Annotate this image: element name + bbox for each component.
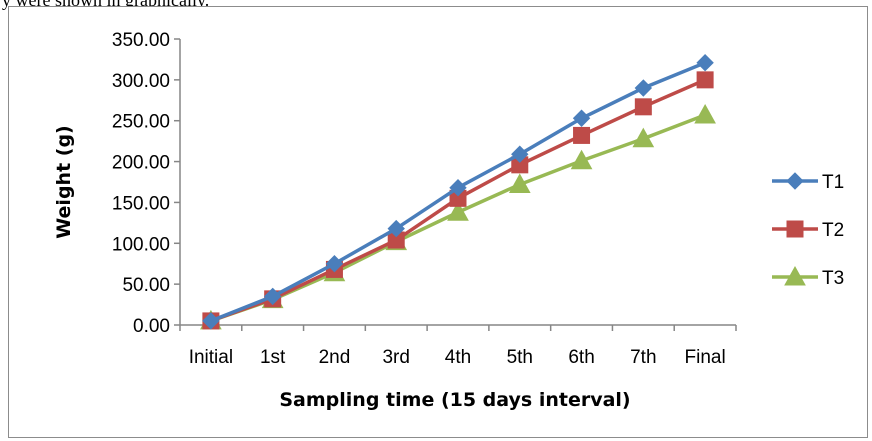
x-tick-label: Final <box>685 347 726 368</box>
x-tick-label: 5th <box>507 347 533 368</box>
data-point-t1 <box>202 312 220 330</box>
y-tick-label: 300.00 <box>112 71 170 92</box>
data-point-t3 <box>632 127 655 148</box>
data-point-t1 <box>511 145 529 163</box>
x-tick-label: Initial <box>189 347 233 368</box>
legend-label: T1 <box>822 172 844 193</box>
legend-item-t2: T2 <box>772 220 844 241</box>
data-point-t1 <box>634 79 653 97</box>
x-tick-label: 2nd <box>319 347 351 368</box>
x-ticks: Initial 1st 2nd 3rd 4th 5th 6th 7th Final <box>179 325 737 368</box>
series-group <box>200 53 716 330</box>
x-tick-label: 1st <box>260 347 286 368</box>
y-axis-title: Weight (g) <box>53 125 75 238</box>
y-tick-label: 0.00 <box>133 316 170 337</box>
series-t1 <box>202 53 714 330</box>
y-tick-label: 100.00 <box>112 234 170 255</box>
data-point-t1 <box>572 109 591 127</box>
data-point-t2 <box>696 71 714 89</box>
data-point-t1 <box>696 53 714 72</box>
data-point-t2 <box>573 126 591 144</box>
x-tick-label: 7th <box>630 347 656 368</box>
data-point-t1 <box>449 179 467 197</box>
y-tick-label: 250.00 <box>112 112 170 133</box>
legend-label: T2 <box>822 220 844 241</box>
legend-label: T3 <box>822 268 844 289</box>
data-point-t3 <box>508 173 531 193</box>
legend: T1 T2 T3 <box>772 172 844 289</box>
y-tick-label: 50.00 <box>122 275 170 296</box>
y-ticks: 0.00 50.00 100.00 150.00 200.00 250.00 300.00 3… <box>112 30 180 337</box>
legend-item-t3: T3 <box>772 265 844 289</box>
x-tick-label: 3rd <box>382 347 409 368</box>
x-tick-label: 6th <box>568 347 594 368</box>
data-point-t1 <box>387 219 405 238</box>
x-tick-label: 4th <box>445 347 471 368</box>
axes <box>179 39 736 326</box>
legend-marker-t3 <box>784 265 806 286</box>
series-t2 <box>202 71 714 330</box>
data-point-t2 <box>634 98 652 116</box>
data-point-t1 <box>263 287 282 306</box>
data-point-t1 <box>325 255 344 273</box>
caption-fragment: y were shown in graphically. <box>2 0 210 10</box>
y-tick-label: 350.00 <box>112 30 170 51</box>
y-tick-label: 200.00 <box>112 153 170 174</box>
data-point-t3 <box>447 201 469 221</box>
data-point-t3 <box>570 149 593 170</box>
x-axis-title: Sampling time (15 days interval) <box>279 389 630 411</box>
legend-item-t1: T1 <box>772 172 844 193</box>
data-point-t3 <box>694 103 716 124</box>
legend-marker-t2 <box>786 220 804 238</box>
y-tick-label: 150.00 <box>112 193 170 214</box>
legend-marker-t1 <box>786 172 804 190</box>
